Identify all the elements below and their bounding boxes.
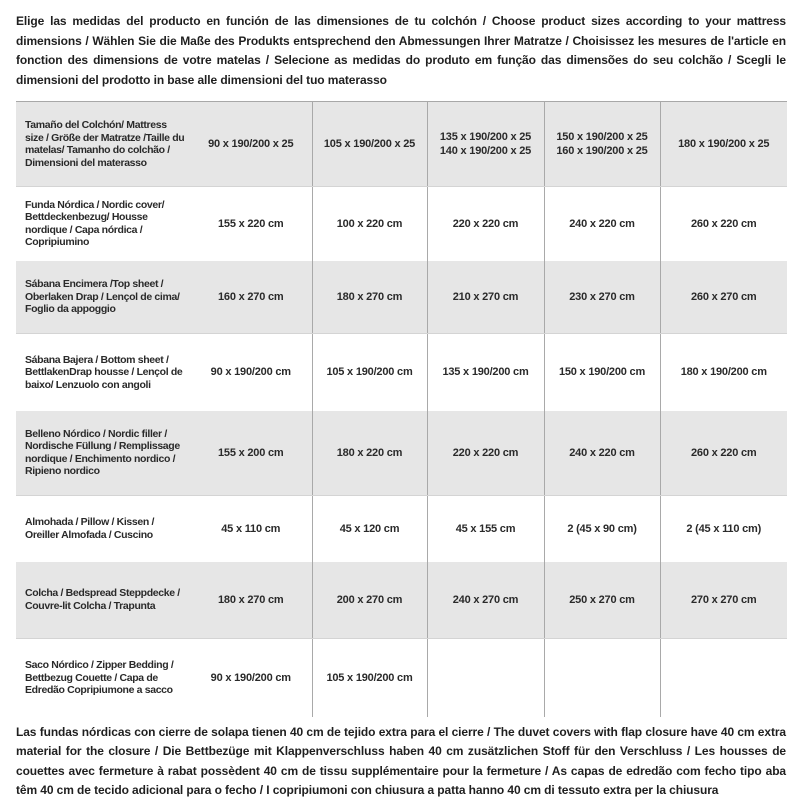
size-value-cell: 105 x 190/200 cm [311,333,427,411]
size-value-cell [659,638,787,717]
size-value-cell: 200 x 270 cm [311,561,427,639]
size-value-cell: 45 x 155 cm [426,495,544,562]
size-value-cell: 220 x 220 cm [426,186,544,261]
size-value-cell: 180 x 270 cm [311,260,427,334]
table-row-bedspread: Colcha / Bedspread Steppdecke / Couvre-l… [16,561,787,639]
size-value-cell: 45 x 110 cm [221,522,281,535]
size-value-cell: 150 x 190/200 x 25 160 x 190/200 x 25 [543,101,660,187]
table-row-nordic-cover: Funda Nórdica / Nordic cover/ Bettdecken… [16,186,787,261]
product-label-cell: Almohada / Pillow / Kissen / Oreiller Al… [25,516,155,541]
size-value-cell: 180 x 220 cm [311,410,427,496]
table-row-pillow: Almohada / Pillow / Kissen / Oreiller Al… [16,495,787,562]
table-row-mattress-size: Tamaño del Colchón/ Mattress size / Größ… [16,101,787,187]
size-value-cell: 240 x 220 cm [543,410,660,496]
size-value-cell: 240 x 270 cm [426,561,544,639]
size-value-cell: 100 x 220 cm [311,186,427,261]
size-value-cell: 105 x 190/200 x 25 [311,101,427,187]
size-value-cell: 240 x 220 cm [543,186,660,261]
size-value-cell: 260 x 220 cm [659,410,787,496]
size-value-cell: 270 x 270 cm [659,561,787,639]
size-value-cell [543,638,660,717]
product-label-cell: Saco Nórdico / Zipper Bedding / Bettbezu… [25,659,174,696]
size-table: Tamaño del Colchón/ Mattress size / Größ… [16,101,787,717]
size-value-cell: 2 (45 x 90 cm) [543,495,660,562]
size-value-cell: 210 x 270 cm [426,260,544,334]
product-label-cell: Sábana Encimera /Top sheet / Oberlaken D… [16,260,190,334]
size-value-cell: 2 (45 x 110 cm) [659,495,787,562]
size-value-cell: 150 x 190/200 cm [543,333,660,411]
size-value-cell: 180 x 190/200 cm [659,333,787,411]
size-value-cell: 155 x 220 cm [218,217,284,230]
size-value-cell: 180 x 190/200 x 25 [659,101,787,187]
size-value-cell: 135 x 190/200 x 25 140 x 190/200 x 25 [426,101,544,187]
table-row-top-sheet: Sábana Encimera /Top sheet / Oberlaken D… [16,260,787,334]
footnote-text: Las fundas nórdicas con cierre de solapa… [16,724,786,798]
size-value-cell: 155 x 200 cm [190,410,312,496]
size-value-cell: 160 x 270 cm [190,260,312,334]
table-row-zipper-bedding: Saco Nórdico / Zipper Bedding / Bettbezu… [16,638,787,717]
product-label-cell: Belleno Nórdico / Nordic filler / Nordis… [16,410,190,496]
size-value-cell: 90 x 190/200 cm [210,671,291,684]
size-value-cell: 180 x 270 cm [190,561,312,639]
size-value-cell: 45 x 120 cm [311,495,427,562]
table-row-nordic-filler: Belleno Nórdico / Nordic filler / Nordis… [16,410,787,496]
size-value-cell: 250 x 270 cm [543,561,660,639]
size-value-cell: 135 x 190/200 cm [426,333,544,411]
size-value-cell: 90 x 190/200 cm [210,366,291,379]
product-label-cell: Colcha / Bedspread Steppdecke / Couvre-l… [16,561,190,639]
product-label-cell: Tamaño del Colchón/ Mattress size / Größ… [16,101,190,187]
size-value-cell: 260 x 220 cm [659,186,787,261]
size-value-cell [426,638,544,717]
size-value-cell: 220 x 220 cm [426,410,544,496]
table-row-bottom-sheet: Sábana Bajera / Bottom sheet / Bettlaken… [16,333,787,411]
size-value-cell: 260 x 270 cm [659,260,787,334]
size-value-cell: 90 x 190/200 x 25 [190,101,312,187]
intro-text: Elige las medidas del producto en funció… [16,14,786,87]
product-label-cell: Funda Nórdica / Nordic cover/ Bettdecken… [25,198,165,249]
size-value-cell: 105 x 190/200 cm [311,638,427,717]
size-value-cell: 230 x 270 cm [543,260,660,334]
product-label-cell: Sábana Bajera / Bottom sheet / Bettlaken… [25,353,183,391]
